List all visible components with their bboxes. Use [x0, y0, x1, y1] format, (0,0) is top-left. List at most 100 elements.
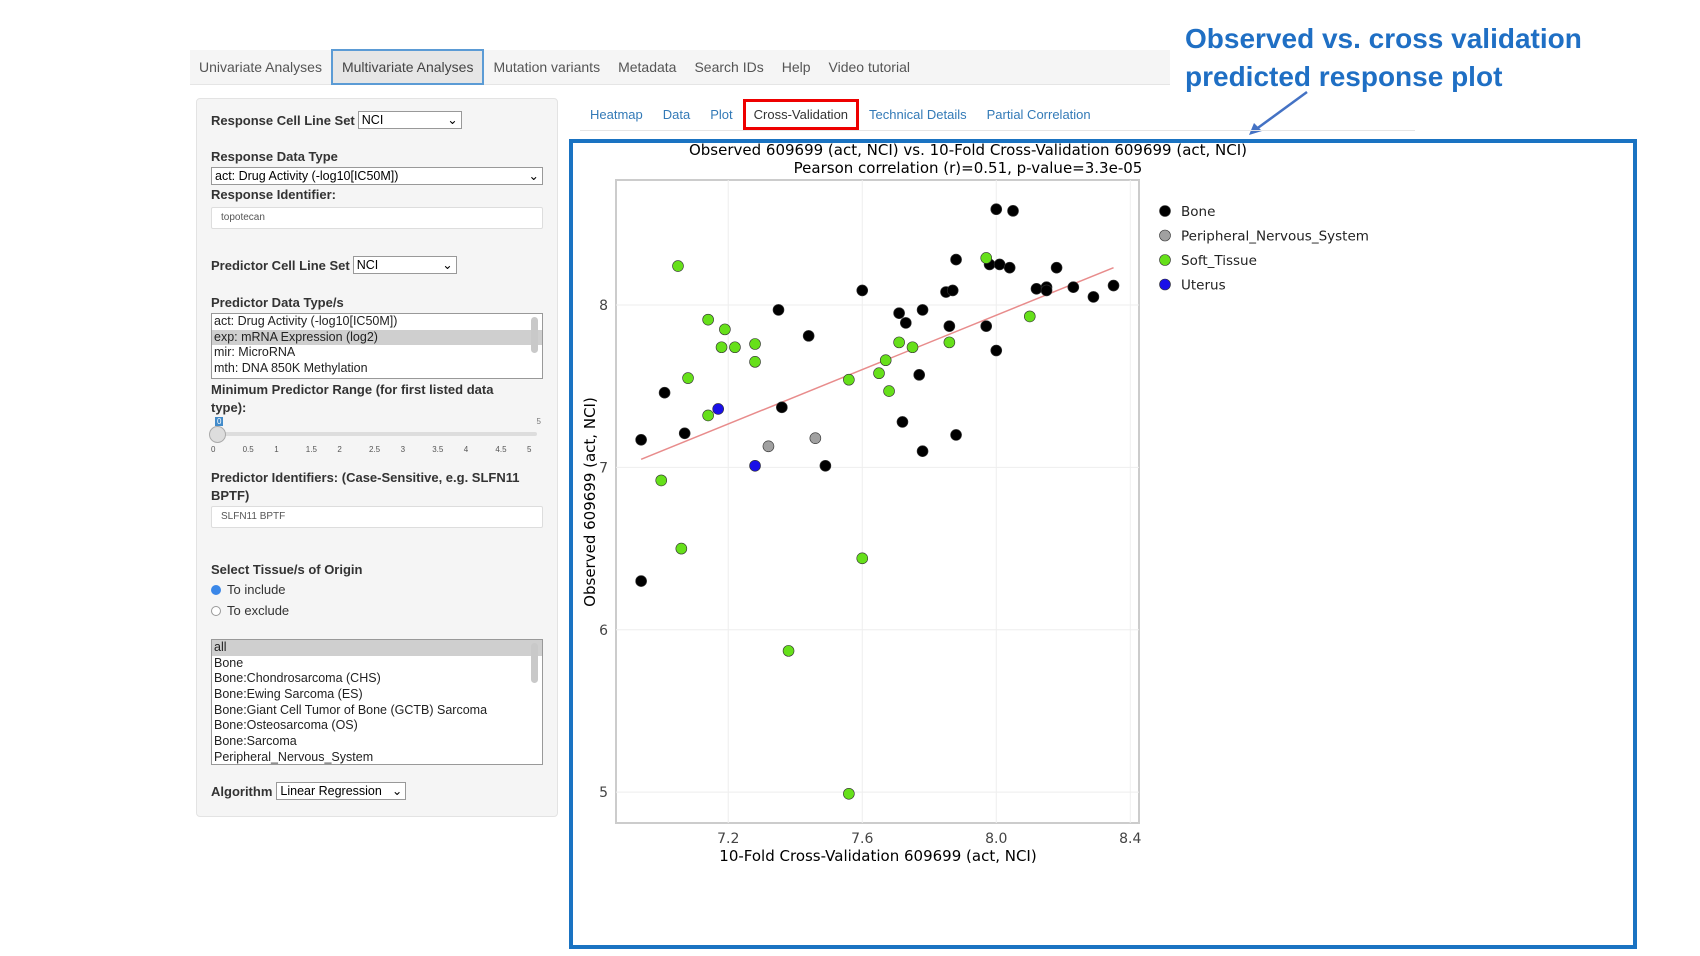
slider-tick-label: 3.5: [432, 445, 444, 454]
nav-multivariate[interactable]: Multivariate Analyses: [330, 49, 485, 85]
list-item[interactable]: act: Drug Activity (-log10[IC50M]): [214, 314, 398, 328]
nav-mutation-variants[interactable]: Mutation variants: [493, 59, 601, 75]
data-point-bone: [1007, 205, 1019, 217]
plot-area: [615, 179, 1140, 824]
data-point-soft-tissue: [702, 409, 714, 422]
slider-tick-label: 1.5: [305, 445, 317, 454]
min-range-label: Minimum Predictor Range (for first liste…: [211, 382, 494, 415]
data-point-soft-tissue: [715, 341, 728, 354]
data-point-soft-tissue: [719, 323, 731, 336]
data-point-bone: [913, 369, 926, 381]
data-point-bone: [993, 258, 1006, 271]
algorithm-select[interactable]: Linear Regression ⌄: [276, 782, 407, 800]
cross-validation-scatter-plot: Observed 609699 (act, NCI) vs. 10-Fold C…: [581, 143, 1369, 865]
legend-item: Uterus: [1181, 278, 1226, 294]
data-point-soft-tissue: [749, 338, 761, 350]
data-point-bone: [776, 401, 788, 414]
tab-data[interactable]: Data: [662, 106, 691, 122]
x-tick-label: 8.4: [1119, 831, 1141, 847]
data-point-bone: [900, 317, 912, 329]
data-point-soft-tissue: [873, 367, 885, 380]
nav-video-tutorial[interactable]: Video tutorial: [828, 59, 910, 75]
annotation-arrow-icon: [1249, 90, 1308, 135]
predictor-cell-line-set-label: Predictor Cell Line Set: [211, 257, 350, 273]
data-point-bone: [893, 307, 905, 319]
legend-item: Soft_Tissue: [1181, 253, 1257, 269]
slider-tick-label: 0.5: [242, 445, 254, 454]
selected-value: NCI: [361, 113, 384, 127]
data-point-bone: [990, 344, 1003, 357]
list-item[interactable]: Bone:Chondrosarcoma (CHS): [214, 671, 381, 686]
data-point-uterus: [712, 403, 724, 415]
x-tick-label: 8.0: [985, 831, 1007, 847]
list-item[interactable]: all: [212, 640, 542, 656]
response-cell-line-set-select[interactable]: NCI ⌄: [357, 111, 462, 129]
predictor-identifiers-input[interactable]: SLFN11 BPTF: [211, 506, 543, 528]
input-panel: Response Cell Line Set NCI ⌄ Response Dat…: [196, 98, 558, 817]
radio-exclude[interactable]: To exclude: [211, 603, 289, 618]
list-item[interactable]: Bone:Giant Cell Tumor of Bone (GCTB) Sar…: [214, 702, 488, 717]
data-point-bone: [1067, 281, 1080, 293]
data-point-bone: [1030, 282, 1043, 295]
tab-heatmap[interactable]: Heatmap: [590, 106, 643, 122]
nav-search-ids[interactable]: Search IDs: [694, 59, 764, 75]
data-point-soft-tissue: [856, 552, 869, 565]
data-point-bone: [819, 459, 832, 472]
slider-handle[interactable]: [209, 426, 226, 443]
data-point-bone: [1040, 284, 1053, 297]
scrollbar[interactable]: [531, 643, 538, 683]
tissue-list[interactable]: all Bone Bone:Chondrosarcoma (CHS) Bone:…: [211, 639, 543, 765]
tab-plot[interactable]: Plot: [710, 106, 733, 122]
chevron-down-icon: ⌄: [528, 169, 539, 183]
data-point-bone: [980, 320, 993, 332]
legend-marker: [1159, 205, 1171, 217]
data-point-soft-tissue: [893, 336, 905, 349]
slider-tick-label: 3: [400, 445, 406, 454]
data-point-soft-tissue: [675, 542, 688, 555]
regression-line: [640, 266, 1114, 460]
data-point-soft-tissue: [749, 356, 761, 368]
slider-tick-label: 4.5: [495, 445, 507, 454]
data-point-bone: [802, 330, 815, 342]
data-point-bone: [772, 304, 785, 316]
response-identifier-input[interactable]: topotecan: [211, 207, 543, 229]
nav-univariate[interactable]: Univariate Analyses: [199, 59, 322, 75]
list-item[interactable]: Bone: [214, 655, 244, 670]
response-data-type-select[interactable]: act: Drug Activity (-log10[IC50M]) ⌄: [211, 167, 543, 185]
data-point-soft-tissue: [879, 354, 892, 367]
legend-marker: [1159, 278, 1171, 291]
radio-label: To exclude: [227, 603, 290, 618]
tab-technical-details[interactable]: Technical Details: [869, 106, 967, 122]
nav-metadata[interactable]: Metadata: [618, 59, 677, 75]
radio-button[interactable]: [211, 605, 221, 616]
annotation-line-1: Observed vs. cross validation: [1185, 23, 1582, 54]
min-range-slider[interactable]: 0 5 0 0.5 1 1.5 2 2.5 3 3.5 4 4.5 5: [209, 417, 541, 457]
tab-partial-correlation[interactable]: Partial Correlation: [986, 106, 1091, 122]
data-point-soft-tissue: [943, 336, 956, 349]
predictor-data-types-list[interactable]: act: Drug Activity (-log10[IC50M]) exp: …: [211, 313, 543, 379]
data-point-bone: [1087, 291, 1100, 303]
data-point-peripheral-nervous-system: [809, 432, 822, 444]
data-point-bone: [990, 203, 1003, 216]
list-item[interactable]: Bone:Sarcoma: [214, 734, 297, 749]
radio-button[interactable]: [211, 584, 221, 595]
slider-tick-label: 1: [274, 445, 279, 454]
result-tabs: Heatmap Data Plot Cross-Validation Techn…: [580, 98, 1415, 131]
legend-marker: [1159, 229, 1171, 242]
tab-cross-validation[interactable]: Cross-Validation: [742, 98, 860, 130]
y-tick-label: 8: [599, 298, 608, 314]
predictor-cell-line-set-select[interactable]: NCI ⌄: [352, 256, 457, 274]
scrollbar[interactable]: [531, 317, 538, 353]
list-item[interactable]: Bone:Ewing Sarcoma (ES): [214, 687, 363, 702]
list-item[interactable]: Bone:Osteosarcoma (OS): [214, 718, 358, 733]
list-item[interactable]: exp: mRNA Expression (log2): [212, 329, 542, 346]
radio-include[interactable]: To include: [211, 582, 286, 597]
list-item[interactable]: Peripheral_Nervous_System: [214, 749, 374, 764]
data-point-soft-tissue: [883, 385, 895, 397]
list-item[interactable]: mir: MicroRNA: [214, 345, 296, 360]
annotation-line-2: predicted response plot: [1185, 61, 1503, 92]
list-item[interactable]: mth: DNA 850K Methylation: [214, 361, 368, 376]
data-point-bone: [916, 304, 929, 316]
predictor-data-types-label: Predictor Data Type/s: [211, 295, 344, 310]
nav-help[interactable]: Help: [781, 59, 811, 75]
